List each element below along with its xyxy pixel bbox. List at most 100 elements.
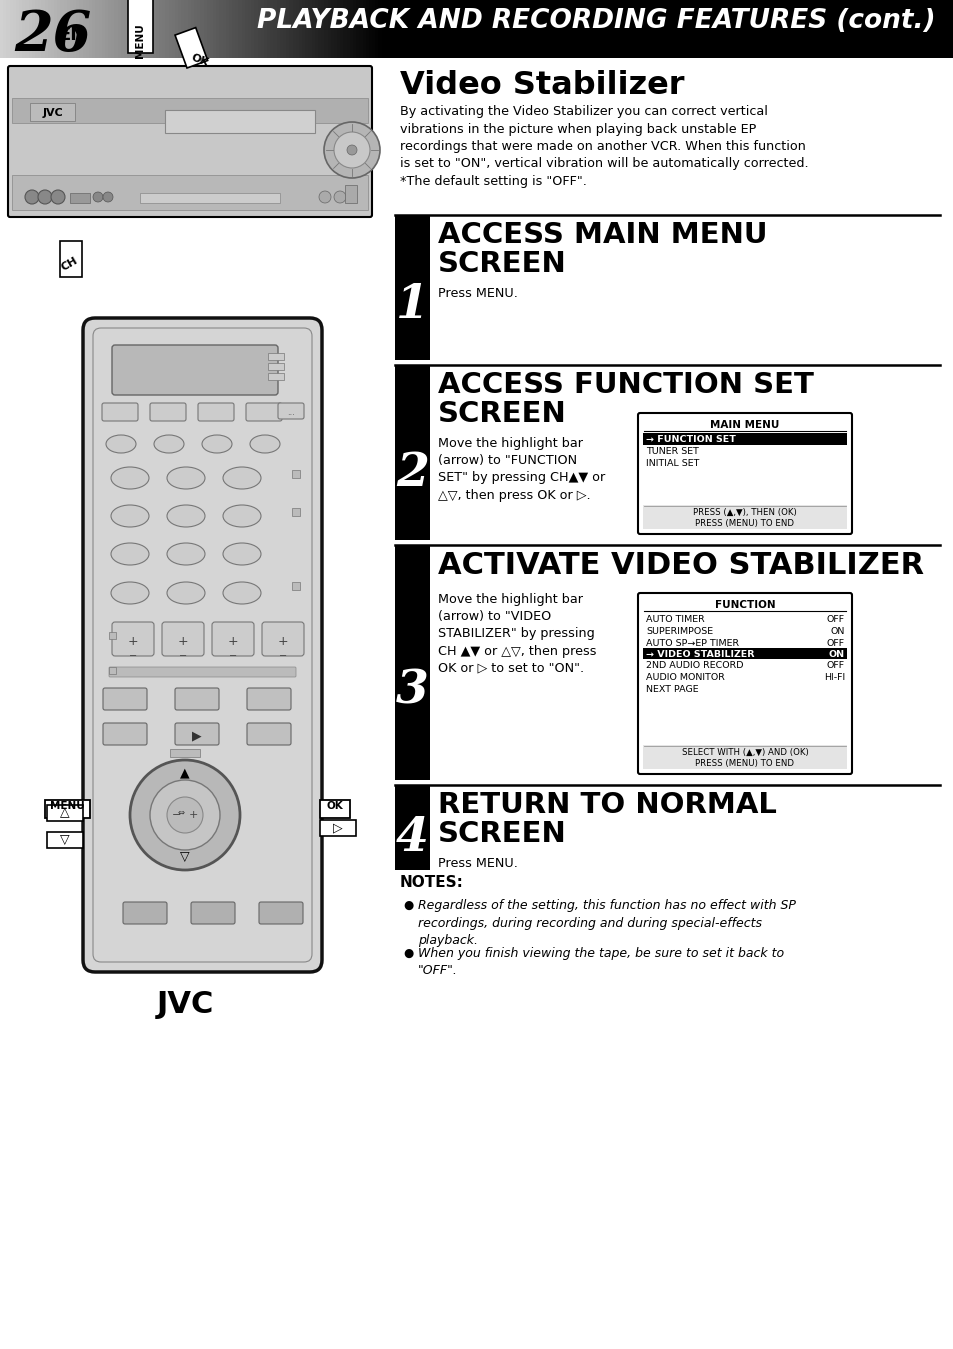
Ellipse shape bbox=[111, 544, 149, 565]
Ellipse shape bbox=[153, 434, 184, 453]
Text: ⇔: ⇔ bbox=[177, 808, 184, 816]
Text: When you finish viewing the tape, be sure to set it back to
"OFF".: When you finish viewing the tape, be sur… bbox=[417, 947, 783, 978]
Text: ▽: ▽ bbox=[60, 832, 70, 846]
Text: INITIAL SET: INITIAL SET bbox=[645, 459, 699, 468]
Text: OK: OK bbox=[326, 801, 343, 811]
Bar bbox=[70, 193, 90, 202]
Text: +: + bbox=[277, 635, 288, 648]
Text: Regardless of the setting, this function has no effect with SP
recordings, durin: Regardless of the setting, this function… bbox=[417, 898, 795, 947]
Ellipse shape bbox=[167, 581, 205, 604]
Bar bbox=[268, 363, 284, 370]
Text: ON: ON bbox=[830, 627, 844, 635]
Bar bbox=[292, 469, 299, 478]
FancyBboxPatch shape bbox=[103, 688, 147, 710]
Text: Press MENU.: Press MENU. bbox=[437, 287, 517, 299]
FancyBboxPatch shape bbox=[103, 723, 147, 745]
Text: 2: 2 bbox=[395, 451, 429, 496]
Bar bbox=[395, 785, 430, 870]
Text: 2ND AUDIO RECORD: 2ND AUDIO RECORD bbox=[645, 661, 742, 670]
Text: AUDIO MONITOR: AUDIO MONITOR bbox=[645, 673, 724, 683]
Text: AUTO SP→EP TIMER: AUTO SP→EP TIMER bbox=[645, 638, 739, 648]
Text: RETURN TO NORMAL
SCREEN: RETURN TO NORMAL SCREEN bbox=[437, 791, 776, 849]
FancyBboxPatch shape bbox=[174, 723, 219, 745]
Ellipse shape bbox=[106, 434, 136, 453]
Bar bbox=[319, 800, 350, 817]
Circle shape bbox=[167, 797, 203, 832]
Text: NEXT PAGE: NEXT PAGE bbox=[645, 684, 698, 693]
FancyBboxPatch shape bbox=[112, 345, 277, 395]
FancyBboxPatch shape bbox=[247, 688, 291, 710]
FancyBboxPatch shape bbox=[247, 723, 291, 745]
Bar bbox=[319, 820, 355, 836]
FancyBboxPatch shape bbox=[123, 902, 167, 924]
FancyBboxPatch shape bbox=[198, 403, 233, 421]
Circle shape bbox=[334, 192, 346, 202]
Bar bbox=[642, 745, 846, 769]
Ellipse shape bbox=[223, 581, 261, 604]
Text: JVC: JVC bbox=[156, 990, 213, 1018]
Bar bbox=[60, 241, 82, 277]
Circle shape bbox=[347, 144, 356, 155]
Text: PLAYBACK AND RECORDING FEATURES (cont.): PLAYBACK AND RECORDING FEATURES (cont.) bbox=[257, 8, 935, 34]
Text: ▲: ▲ bbox=[180, 766, 190, 780]
FancyBboxPatch shape bbox=[162, 622, 204, 656]
Ellipse shape bbox=[111, 581, 149, 604]
Text: MENU: MENU bbox=[135, 23, 145, 58]
Bar bbox=[642, 648, 846, 660]
FancyBboxPatch shape bbox=[212, 622, 253, 656]
Bar bbox=[642, 433, 846, 445]
Text: +: + bbox=[177, 635, 188, 648]
Text: 1: 1 bbox=[395, 282, 429, 328]
Text: +: + bbox=[128, 635, 138, 648]
Bar bbox=[174, 27, 208, 67]
FancyBboxPatch shape bbox=[262, 622, 304, 656]
Bar bbox=[268, 353, 284, 360]
FancyBboxPatch shape bbox=[102, 403, 138, 421]
Circle shape bbox=[150, 780, 220, 850]
Text: 26: 26 bbox=[14, 8, 91, 63]
FancyBboxPatch shape bbox=[174, 688, 219, 710]
Ellipse shape bbox=[223, 467, 261, 488]
Bar bbox=[395, 214, 430, 360]
Ellipse shape bbox=[111, 467, 149, 488]
Circle shape bbox=[318, 192, 331, 202]
Bar bbox=[12, 98, 368, 123]
Ellipse shape bbox=[167, 544, 205, 565]
Ellipse shape bbox=[202, 434, 232, 453]
Text: Video Stabilizer: Video Stabilizer bbox=[399, 70, 684, 101]
Circle shape bbox=[38, 190, 52, 204]
Circle shape bbox=[103, 192, 112, 202]
Text: +: + bbox=[188, 809, 197, 820]
Text: ACCESS FUNCTION SET
SCREEN: ACCESS FUNCTION SET SCREEN bbox=[437, 371, 813, 428]
Text: −: − bbox=[229, 652, 236, 661]
FancyBboxPatch shape bbox=[277, 403, 304, 420]
Text: MENU: MENU bbox=[50, 801, 84, 811]
Bar bbox=[109, 631, 116, 639]
Text: △: △ bbox=[60, 805, 70, 819]
Text: 3: 3 bbox=[395, 668, 429, 714]
Circle shape bbox=[51, 190, 65, 204]
Bar bbox=[642, 505, 846, 529]
Text: AUTO TIMER: AUTO TIMER bbox=[645, 615, 704, 625]
Text: SUPERIMPOSE: SUPERIMPOSE bbox=[645, 627, 713, 635]
Text: TUNER SET: TUNER SET bbox=[645, 447, 699, 456]
Text: EN: EN bbox=[58, 26, 85, 45]
Text: −: − bbox=[179, 652, 187, 661]
Text: ACCESS MAIN MENU
SCREEN: ACCESS MAIN MENU SCREEN bbox=[437, 221, 767, 278]
Text: OK: OK bbox=[190, 53, 210, 67]
Bar bbox=[47, 832, 83, 849]
Text: ▶: ▶ bbox=[192, 728, 202, 742]
FancyBboxPatch shape bbox=[83, 318, 322, 973]
FancyBboxPatch shape bbox=[150, 403, 186, 421]
Text: ▽: ▽ bbox=[180, 850, 190, 863]
Bar bbox=[395, 545, 430, 780]
Circle shape bbox=[92, 192, 103, 202]
Circle shape bbox=[324, 121, 379, 178]
Text: ●: ● bbox=[402, 947, 413, 960]
Bar bbox=[170, 749, 200, 757]
Text: Move the highlight bar
(arrow) to "VIDEO
STABILIZER" by pressing
CH ▲▼ or △▽, th: Move the highlight bar (arrow) to "VIDEO… bbox=[437, 594, 596, 674]
Circle shape bbox=[334, 132, 370, 169]
Text: +: + bbox=[228, 635, 238, 648]
Ellipse shape bbox=[111, 505, 149, 527]
Ellipse shape bbox=[167, 467, 205, 488]
